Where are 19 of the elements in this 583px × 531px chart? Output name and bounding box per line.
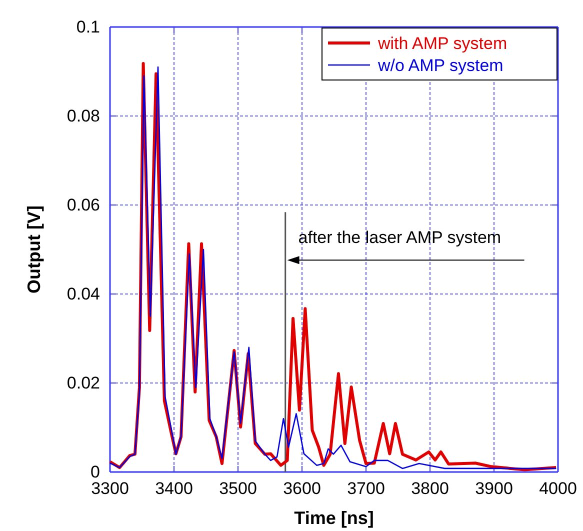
- y-tick-label: 0.1: [76, 17, 100, 36]
- x-tick-label: 4000: [539, 479, 577, 498]
- y-tick-label: 0: [90, 462, 100, 482]
- legend-label: w/o AMP system: [377, 56, 504, 75]
- y-tick-label: 0.02: [66, 373, 100, 392]
- x-tick-label: 3700: [347, 479, 385, 498]
- legend-label: with AMP system: [377, 34, 508, 53]
- y-tick-label: 0.04: [66, 284, 100, 304]
- annotation: after the laser AMP system: [298, 228, 502, 248]
- x-tick-label: 3800: [411, 479, 449, 498]
- y-axis-title: Output [V]: [24, 206, 44, 294]
- x-tick-label: 3500: [219, 479, 257, 498]
- y-tick-label: 0.06: [66, 195, 100, 214]
- x-axis-title: Time [ns]: [294, 508, 374, 528]
- x-tick-label: 3600: [283, 479, 321, 498]
- x-tick-label: 3300: [91, 479, 129, 498]
- x-tick-label: 3400: [155, 479, 193, 498]
- x-tick-label: 3900: [475, 479, 513, 498]
- y-tick-label: 0.08: [66, 106, 100, 126]
